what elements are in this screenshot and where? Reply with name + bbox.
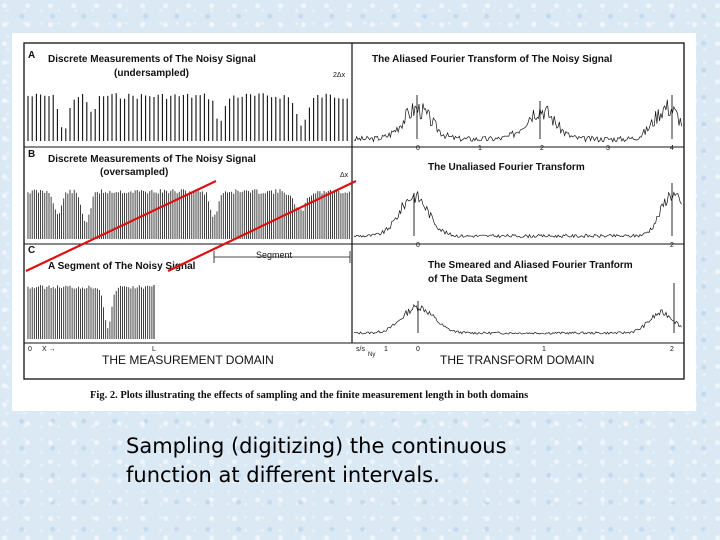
axis-origin: 0 [28,346,32,353]
signal-trace [27,189,350,239]
slide-caption: Sampling (digitizing) the continuous fun… [126,432,646,490]
axis-x-arrow: X → [42,346,56,353]
signal-plots [27,93,682,339]
transform-a-tick: 3 [606,145,610,152]
right-axis-tick-0: 0 [416,346,420,353]
annotation-line-right [167,180,357,272]
figure-frame [23,42,685,380]
panel-a-dx: 2Δx [333,72,346,79]
panel-b-title: Discrete Measurements of The Noisy Signa… [48,154,256,165]
panel-b-right-title: The Unaliased Fourier Transform [428,162,585,173]
axis-end: L [152,346,156,353]
panel-c-title: A Segment of The Noisy Signal [48,261,196,272]
panel-a-title: Discrete Measurements of The Noisy Signa… [48,54,256,65]
panel-b-letter: B [28,149,35,160]
right-axis-label: s/s [356,346,365,353]
panel-a-right-title: The Aliased Fourier Transform of The Noi… [372,54,612,65]
right-axis-sub: Ny [368,352,375,358]
transform-a-tick: 2 [540,145,544,152]
signal-trace [27,93,348,141]
transform-ticks: 0 1 2 3 4 0 2 [416,145,674,249]
right-axis-tick-2: 2 [670,346,674,353]
signal-trace [353,99,682,143]
measurement-domain-label: THE MEASUREMENT DOMAIN [102,353,274,367]
figure-image: A Discrete Measurements of The Noisy Sig… [12,33,696,411]
transform-b-tick: 2 [670,242,674,249]
figure-svg: A Discrete Measurements of The Noisy Sig… [23,42,685,401]
panel-c-right-subtitle: of The Data Segment [428,274,528,285]
signal-trace [213,251,351,263]
panel-c-right-title: The Smeared and Aliased Fourier Tranform [428,260,633,271]
signal-trace [27,285,155,339]
signal-trace [353,191,682,239]
panel-b-subtitle: (oversampled) [100,167,168,178]
signal-trace [353,304,682,335]
panel-a-letter: A [28,50,35,61]
panel-c-segment: Segment [256,250,293,260]
caption-line-1: Sampling (digitizing) the continuous [126,434,507,458]
panel-a-subtitle: (undersampled) [114,68,189,79]
transform-domain-label: THE TRANSFORM DOMAIN [440,353,594,367]
annotation-line-left [25,180,217,272]
figure-caption: Fig. 2. Plots illustrating the effects o… [90,390,528,401]
transform-b-tick: 0 [416,242,420,249]
panel-c-letter: C [28,245,35,256]
panel-b-dx: Δx [340,172,349,179]
transform-a-tick: 1 [478,145,482,152]
caption-line-2: function at different intervals. [126,463,440,487]
right-axis-tick-1b: 1 [542,346,546,353]
right-axis-tick-1: 1 [384,346,388,353]
transform-a-tick: 0 [416,145,420,152]
transform-a-tick: 4 [670,145,674,152]
